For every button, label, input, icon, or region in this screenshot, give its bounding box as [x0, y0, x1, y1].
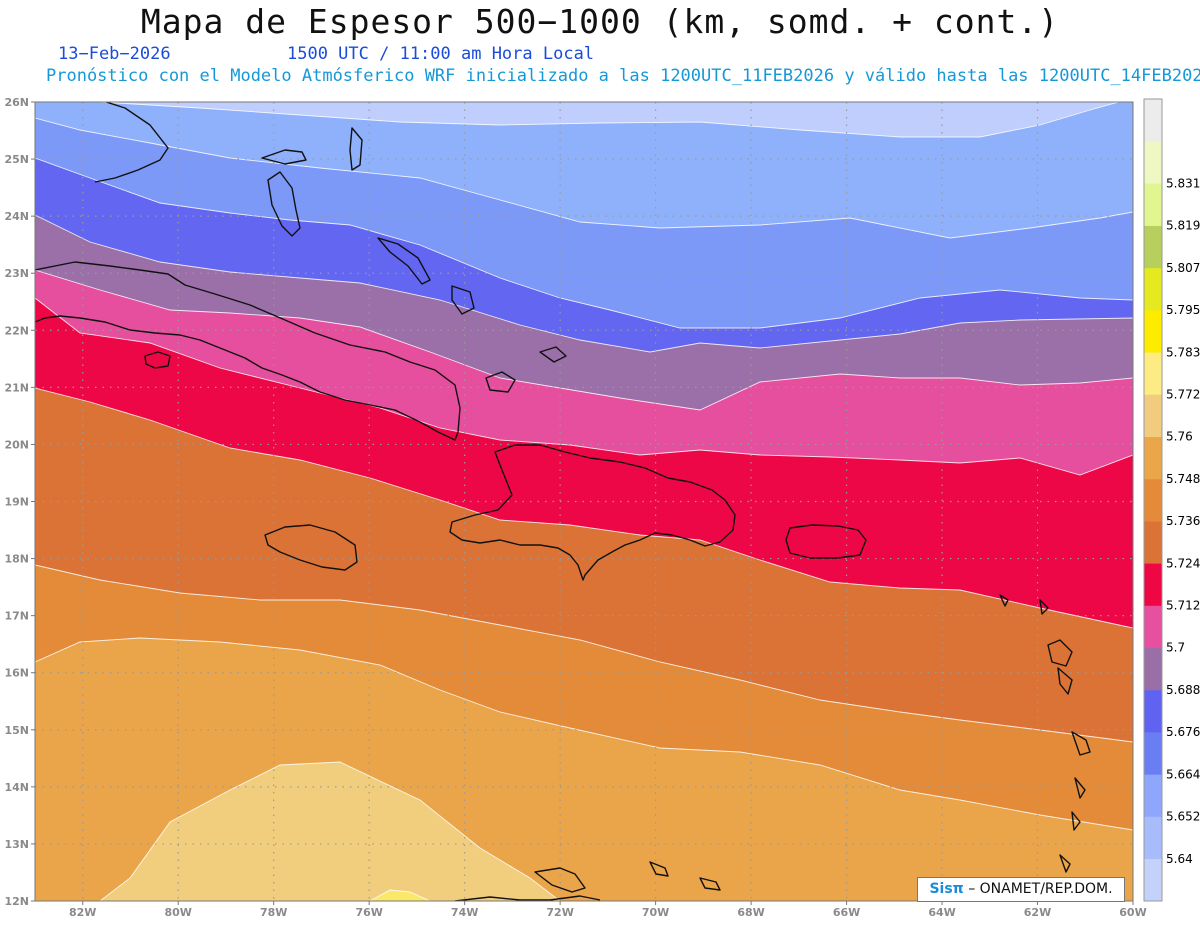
cuba-coastline: [35, 261, 461, 441]
curacao-aruba-coastline: [534, 861, 721, 893]
colorbar-label: 5.7: [1166, 641, 1185, 655]
latitude-label: 24N: [4, 210, 29, 223]
colorbar-label: 5.676: [1166, 725, 1200, 739]
colorbar-label: 5.807: [1166, 261, 1200, 275]
bahamas-abaco-coastline: [349, 127, 363, 171]
colorbar-label: 5.736: [1166, 514, 1200, 528]
thickness-band: [369, 889, 431, 901]
colorbar-swatch: [1144, 267, 1162, 311]
latitude-label: 26N: [4, 96, 29, 109]
colorbar-swatch: [1144, 478, 1162, 522]
colorbar-label: 5.652: [1166, 810, 1200, 824]
colorbar-swatch: [1144, 352, 1162, 395]
longitude-label: 82W: [69, 906, 96, 919]
longitude-label: 64W: [928, 906, 955, 919]
credit-box: Sisπ – ONAMET/REP.DOM.: [917, 877, 1125, 902]
colorbar-swatch: [1144, 436, 1162, 480]
longitude-label: 68W: [737, 906, 764, 919]
thickness-bands: [35, 102, 1133, 901]
colorbar-swatch: [1144, 647, 1162, 691]
colorbar-label: 5.712: [1166, 599, 1200, 613]
latitude-label: 17N: [4, 610, 29, 623]
latitude-label: 14N: [4, 781, 29, 794]
latitude-label: 16N: [4, 667, 29, 680]
colorbar-label: 5.831: [1166, 176, 1200, 190]
colorbar-swatch: [1144, 605, 1162, 649]
forecast-time: 1500 UTC / 11:00 am Hora Local: [287, 44, 595, 64]
latitude-label: 22N: [4, 324, 29, 337]
colorbar-swatch: [1144, 689, 1162, 733]
colorbar-label: 5.724: [1166, 556, 1200, 570]
colorbar-swatch: [1144, 816, 1162, 860]
colorbar-swatch: [1144, 225, 1162, 269]
bahamas-andros-coastline: [267, 171, 301, 237]
colorbar-swatch: [1144, 310, 1162, 353]
colorbar-swatch: [1144, 563, 1162, 606]
longitude-label: 74W: [451, 906, 478, 919]
colorbar-swatch: [1144, 141, 1162, 184]
latitude-label: 15N: [4, 724, 29, 737]
latitude-label: 12N: [4, 895, 29, 908]
longitude-label: 78W: [260, 906, 287, 919]
thickness-band: [35, 761, 561, 901]
isla-de-la-juventud-coastline: [144, 351, 171, 369]
lat-lon-gridlines: [35, 102, 1133, 901]
coastlines: [35, 102, 1091, 901]
longitude-label: 72W: [546, 906, 573, 919]
longitude-label: 62W: [1024, 906, 1051, 919]
colorbar-label: 5.783: [1166, 345, 1200, 359]
colorbar-label: 5.76: [1166, 430, 1193, 444]
colorbar-label: 5.772: [1166, 387, 1200, 401]
latitude-label: 19N: [4, 496, 29, 509]
latitude-label: 20N: [4, 438, 29, 451]
lesser-antilles-coastline: [999, 594, 1091, 873]
colorbar-swatch: [1144, 183, 1162, 226]
credit-text: – ONAMET/REP.DOM.: [963, 881, 1113, 897]
latitude-label: 21N: [4, 381, 29, 394]
puerto-rico-coastline: [785, 524, 867, 559]
turks-caicos-coastline: [539, 346, 567, 363]
bahamas-eleuthera-coastline: [377, 237, 431, 285]
longitude-label: 66W: [833, 906, 860, 919]
longitude-label: 80W: [164, 906, 191, 919]
sispi-logo: Sisπ: [929, 881, 964, 897]
colorbar: 5.64 5.652 5.664 5.676 5.688 5.7 5.712 5.724 5.7…: [1143, 98, 1200, 902]
colorbar-swatch: [1144, 774, 1162, 817]
florida-keys-coastline: [94, 102, 169, 183]
colorbar-label: 5.748: [1166, 472, 1200, 486]
colorbar-frame: [1143, 98, 1163, 902]
colorbar-label: 5.688: [1166, 683, 1200, 697]
latitude-label: 23N: [4, 267, 29, 280]
colorbar-label: 5.664: [1166, 767, 1200, 781]
latitude-label: 13N: [4, 838, 29, 851]
hispaniola-coastline: [449, 444, 736, 581]
colorbar-swatch: [1144, 858, 1162, 902]
forecast-date: 13−Feb−2026: [58, 44, 171, 64]
south-american-coastline: [454, 895, 601, 901]
latitude-label: 25N: [4, 153, 29, 166]
colorbar-label: 5.795: [1166, 303, 1200, 317]
colorbar-label: 5.64: [1166, 852, 1193, 866]
colorbar-swatch: [1144, 521, 1162, 564]
grand-bahama-coastline: [261, 149, 307, 165]
colorbar-swatch: [1144, 732, 1162, 775]
colorbar-swatch: [1144, 99, 1162, 142]
bahamas-long-island-coastline: [451, 285, 475, 315]
colorbar-swatch: [1144, 394, 1162, 437]
map-axes: 26N 25N 24N 23N 22N 21N 20N 19N 18N 17N 16N 15N 14N 1…: [4, 96, 1146, 919]
longitude-label: 60W: [1119, 906, 1146, 919]
bahamas-inagua-coastline: [485, 371, 516, 393]
colorbar-label: 5.819: [1166, 219, 1200, 233]
forecast-subtitle: Pronóstico con el Modelo Atmósferico WRF…: [46, 66, 1200, 86]
jamaica-coastline: [264, 524, 358, 571]
longitude-label: 70W: [642, 906, 669, 919]
map-title: Mapa de Espesor 500−1000 (km, somd. + co…: [140, 2, 1060, 41]
longitude-label: 76W: [355, 906, 382, 919]
latitude-label: 18N: [4, 553, 29, 566]
